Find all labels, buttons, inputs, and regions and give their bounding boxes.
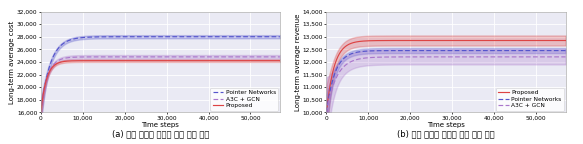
Line: Proposed: Proposed xyxy=(41,61,280,112)
Line: A3C + GCN: A3C + GCN xyxy=(41,57,280,112)
Pointer Networks xyxy=(276,36,283,38)
Line: Pointer Networks: Pointer Networks xyxy=(41,37,280,112)
A3C + GCN xyxy=(347,61,354,62)
Y-axis label: Long-term average cost: Long-term average cost xyxy=(9,20,15,104)
Pointer Networks xyxy=(224,36,231,38)
Proposed xyxy=(134,60,141,61)
Pointer Networks xyxy=(514,50,521,51)
Line: A3C + GCN: A3C + GCN xyxy=(326,57,566,112)
A3C + GCN xyxy=(224,56,231,58)
Pointer Networks xyxy=(420,50,427,51)
A3C + GCN xyxy=(487,56,494,58)
A3C + GCN xyxy=(202,56,209,58)
A3C + GCN xyxy=(143,56,150,58)
Proposed xyxy=(224,60,231,61)
A3C + GCN xyxy=(510,56,517,58)
Proposed xyxy=(487,40,494,41)
Proposed xyxy=(37,111,44,113)
Pointer Networks xyxy=(37,111,44,113)
A3C + GCN xyxy=(514,56,521,58)
A3C + GCN xyxy=(562,56,569,58)
Pointer Networks xyxy=(562,50,569,51)
Pointer Networks xyxy=(323,111,330,113)
X-axis label: Time steps: Time steps xyxy=(142,122,179,128)
Legend: Proposed, Pointer Networks, A3C + GCN: Proposed, Pointer Networks, A3C + GCN xyxy=(496,88,564,111)
Pointer Networks xyxy=(429,50,436,51)
Pointer Networks xyxy=(134,36,141,38)
Proposed xyxy=(420,40,427,41)
Proposed xyxy=(143,60,150,61)
A3C + GCN xyxy=(268,56,275,58)
A3C + GCN xyxy=(323,111,330,113)
A3C + GCN xyxy=(276,56,283,58)
Proposed xyxy=(510,40,517,41)
A3C + GCN xyxy=(429,56,436,58)
Pointer Networks xyxy=(487,50,494,51)
Y-axis label: Long-term average revenue: Long-term average revenue xyxy=(295,13,301,111)
Line: Pointer Networks: Pointer Networks xyxy=(326,51,566,112)
Pointer Networks xyxy=(228,36,235,38)
A3C + GCN xyxy=(134,56,141,58)
Pointer Networks xyxy=(510,50,517,51)
Proposed xyxy=(347,43,354,44)
A3C + GCN xyxy=(62,57,69,59)
A3C + GCN xyxy=(37,111,44,113)
Pointer Networks xyxy=(143,36,150,38)
A3C + GCN xyxy=(420,56,427,58)
Proposed xyxy=(429,40,436,41)
X-axis label: Time steps: Time steps xyxy=(427,122,465,128)
Pointer Networks xyxy=(62,41,69,43)
Proposed xyxy=(562,40,569,41)
Proposed xyxy=(514,40,521,41)
Legend: Pointer Networks, A3C + GCN, Proposed: Pointer Networks, A3C + GCN, Proposed xyxy=(210,88,278,111)
Proposed xyxy=(323,111,330,113)
Proposed xyxy=(202,60,209,61)
Proposed xyxy=(228,60,235,61)
Text: (a) 제안 기법의 장기적 비용 비교 결과: (a) 제안 기법의 장기적 비용 비교 결과 xyxy=(111,129,209,138)
Line: Proposed: Proposed xyxy=(326,40,566,112)
Proposed xyxy=(62,60,69,62)
Pointer Networks xyxy=(347,53,354,55)
Proposed xyxy=(276,60,283,61)
A3C + GCN xyxy=(228,56,235,58)
Pointer Networks xyxy=(202,36,209,38)
Proposed xyxy=(238,60,245,61)
Text: (b) 제안 기법의 장기적 이득 비교 결과: (b) 제안 기법의 장기적 이득 비교 결과 xyxy=(397,129,495,138)
